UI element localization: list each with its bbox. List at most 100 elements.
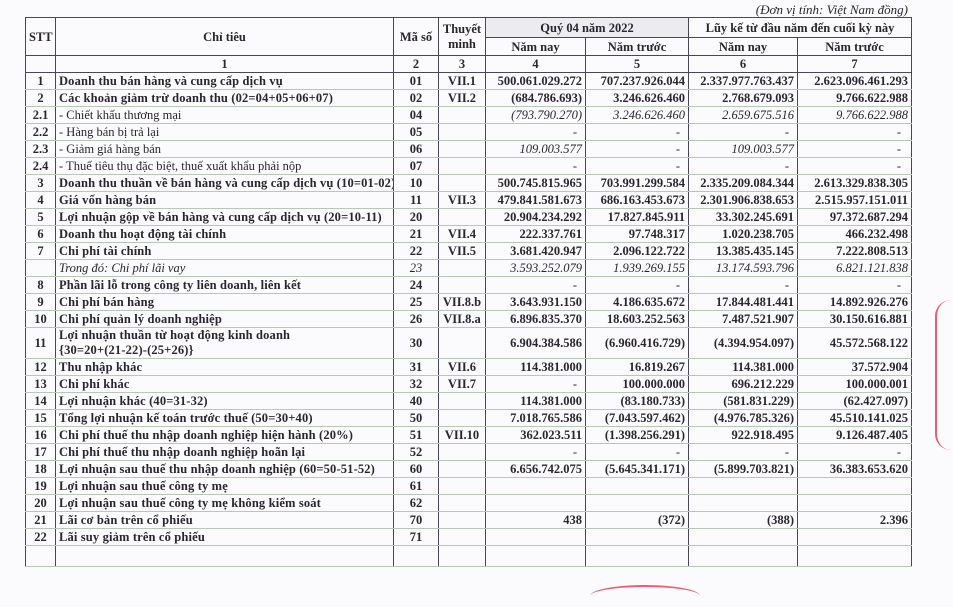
header-q-this-year: Năm nay — [485, 37, 586, 56]
row-value: (793.790.270) — [485, 106, 586, 124]
row-label: Lợi nhuận sau thuế công ty mẹ không kiểm… — [55, 494, 394, 512]
row-code: 52 — [393, 443, 439, 461]
row-code: 10 — [393, 174, 439, 192]
column-number-row: 1 2 3 4 5 6 7 — [25, 55, 913, 73]
table-row: 2.1 - Chiết khấu thương mại 04 (793.790.27… — [25, 106, 913, 124]
row-value — [584, 477, 690, 495]
table-row: 14 Lợi nhuận khác (40=31-32) 40 114.381.000… — [25, 392, 913, 410]
table-row: 7 Chi phí tài chính 22 VII.5 3.681.420.947 2.… — [25, 242, 913, 260]
row-code: 01 — [393, 72, 439, 90]
table-row: 2.2 - Hàng bán bị trả lại 05- - - - — [25, 123, 913, 141]
row-stt: 14 — [25, 392, 56, 410]
row-code: 71 — [393, 528, 439, 546]
row-value: 18.603.252.563 — [584, 310, 690, 328]
row-value: 109.003.577 — [485, 140, 586, 158]
row-stt: 22 — [25, 528, 56, 546]
row-value: 45.572.568.122 — [797, 327, 913, 359]
row-value: 2.396 — [797, 511, 913, 529]
row-code: 30 — [393, 327, 439, 359]
row-stt: 17 — [25, 443, 56, 461]
row-label: Chi phí thuế thu nhập doanh nghiệp hoãn … — [55, 443, 394, 461]
row-label: Thu nhập khác — [55, 358, 394, 376]
row-value: (581.831.229) — [688, 392, 799, 410]
table-row: 3 Doanh thu thuần về bán hàng và cung cấp… — [25, 174, 913, 192]
row-stt: 15 — [25, 409, 56, 427]
row-value: 9.766.622.988 — [797, 89, 913, 107]
row-code: 51 — [393, 426, 439, 444]
row-value: 2.768.679.093 — [688, 89, 799, 107]
row-value: (6.960.416.729) — [584, 327, 690, 359]
row-code: 70 — [393, 511, 439, 529]
row-label: Chi phí thuế thu nhập doanh nghiệp hiện … — [55, 426, 394, 444]
row-note — [438, 494, 486, 512]
row-value: 7.018.765.586 — [485, 409, 586, 427]
row-label: Chi phí tài chính — [55, 242, 394, 260]
row-stt: 11 — [25, 327, 56, 359]
income-statement-table: STT Chỉ tiêu Mã số Thuyết minh Quý 04 nă… — [25, 17, 913, 567]
table-row: 10 Chi phí quản lý doanh nghiệp 26 VII.8.a 6… — [25, 310, 913, 328]
row-value: 3.681.420.947 — [485, 242, 586, 260]
row-value: 6.896.835.370 — [485, 310, 586, 328]
row-value: 500.061.029.272 — [485, 72, 586, 90]
row-value — [688, 494, 799, 512]
row-value — [485, 477, 586, 495]
row-note — [438, 392, 486, 410]
col-number: 3 — [438, 55, 486, 73]
row-code: 24 — [393, 276, 439, 294]
row-value: 696.212.229 — [688, 375, 799, 393]
row-value: 2.301.906.838.653 — [688, 191, 799, 209]
table-row: 2.3 - Giảm giá hàng bán 06 109.003.577-109… — [25, 140, 913, 158]
row-code: 50 — [393, 409, 439, 427]
header-q-last-year: Năm trước — [584, 37, 690, 56]
row-stt: 20 — [25, 494, 56, 512]
row-label: Lợi nhuận thuần từ hoạt động kinh doanh{… — [55, 327, 394, 359]
table-row: 2 Các khoản giảm trừ doanh thu (02=04+05+… — [25, 89, 913, 107]
row-code: 20 — [393, 208, 439, 226]
row-value: 20.904.234.292 — [485, 208, 586, 226]
row-value: 37.572.904 — [797, 358, 913, 376]
row-value: 7.222.808.513 — [797, 242, 913, 260]
row-value: 922.918.495 — [688, 426, 799, 444]
header-stt: STT — [25, 17, 56, 56]
row-note — [438, 208, 486, 226]
row-value: 2.335.209.084.344 — [688, 174, 799, 192]
row-stt: 8 — [25, 276, 56, 294]
row-value: - — [688, 443, 799, 461]
table-row: 15 Tổng lợi nhuận kế toán trước thuế (50=… — [25, 409, 913, 427]
row-value: - — [688, 157, 799, 175]
table-row: 21 Lãi cơ bản trên cổ phiếu 70 438 (372) (388… — [25, 511, 913, 529]
table-row: 6 Doanh thu hoạt động tài chính 21 VII.4 222… — [25, 225, 913, 243]
row-stt: 5 — [25, 208, 56, 226]
row-value: - — [797, 123, 913, 141]
row-label-formula: {30=20+(21-22)-(25+26)} — [59, 343, 194, 357]
row-label: Các khoản giảm trừ doanh thu (02=04+05+0… — [55, 89, 394, 107]
row-value: 2.337.977.763.437 — [688, 72, 799, 90]
row-value: (4.394.954.097) — [688, 327, 799, 359]
row-note — [438, 443, 486, 461]
header-cumulative: Lũy kế từ đầu năm đến cuối kỳ này — [688, 17, 913, 38]
row-value: 3.246.626.460 — [584, 89, 690, 107]
row-code: 11 — [393, 191, 439, 209]
row-value: 2.096.122.722 — [584, 242, 690, 260]
row-value: (5.645.341.171) — [584, 460, 690, 478]
row-label: - Hàng bán bị trả lại — [55, 123, 394, 141]
row-value: (388) — [688, 511, 799, 529]
row-code: 25 — [393, 293, 439, 311]
row-note: VII.8.b — [438, 293, 486, 311]
row-value: 500.745.815.965 — [485, 174, 586, 192]
row-value: (684.786.693) — [485, 89, 586, 107]
row-value: - — [584, 276, 690, 294]
row-note — [438, 409, 486, 427]
col-number: 1 — [55, 55, 394, 73]
row-label: Lãi cơ bản trên cổ phiếu — [55, 511, 394, 529]
row-label: Tổng lợi nhuận kế toán trước thuế (50=30… — [55, 409, 394, 427]
row-value — [688, 477, 799, 495]
row-value: 3.246.626.460 — [584, 106, 690, 124]
row-value: - — [797, 140, 913, 158]
row-value: 9.766.622.988 — [797, 106, 913, 124]
row-value: 6.656.742.075 — [485, 460, 586, 478]
table-row: 1 Doanh thu bán hàng và cung cấp dịch vụ 0… — [25, 72, 913, 90]
row-value: 97.372.687.294 — [797, 208, 913, 226]
table-row: 2.4 - Thuế tiêu thụ đặc biệt, thuế xuất … — [25, 157, 913, 175]
row-code: 04 — [393, 106, 439, 124]
